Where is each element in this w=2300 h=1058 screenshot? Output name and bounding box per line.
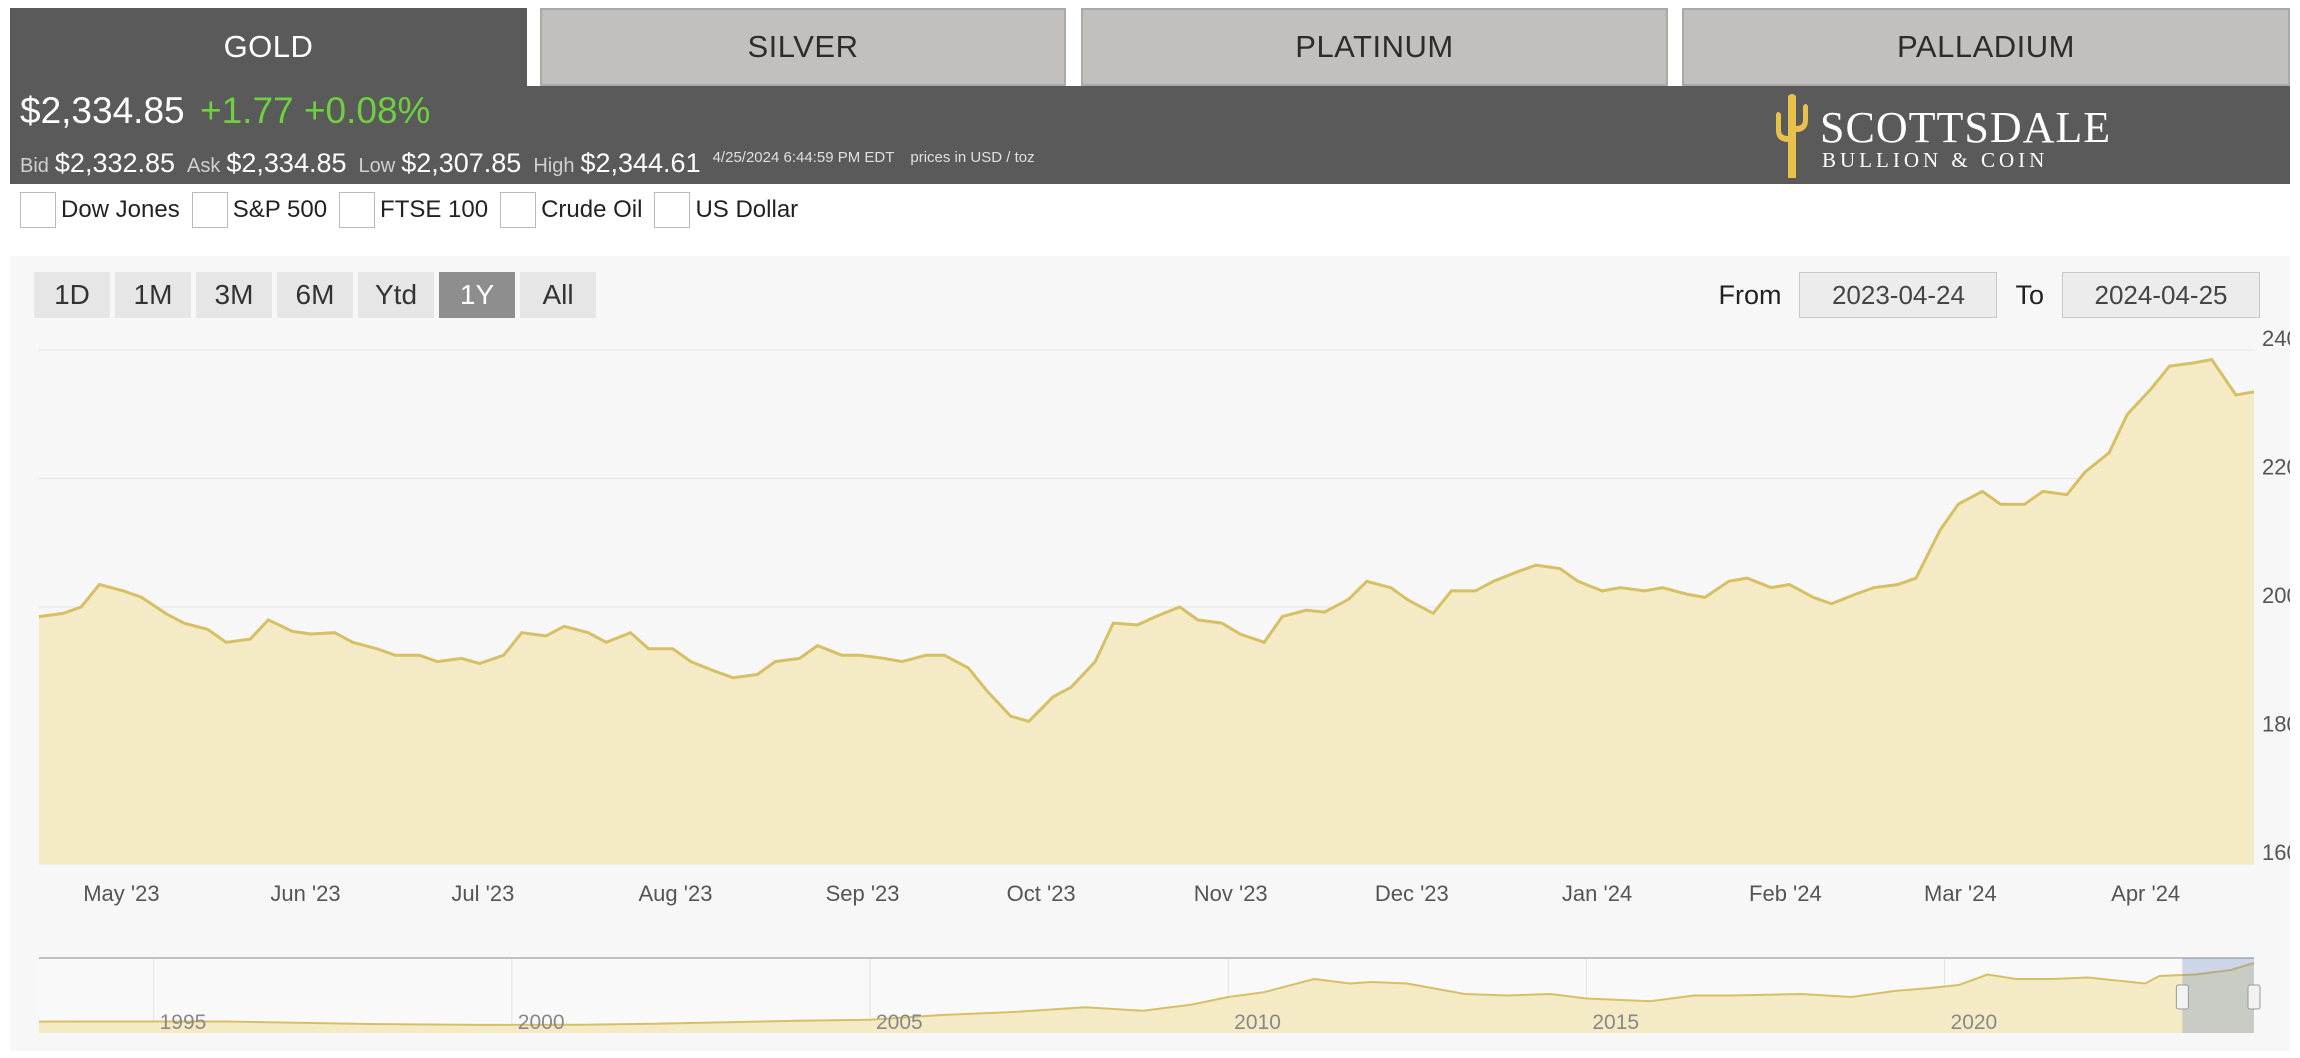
tab-gold[interactable]: GOLD — [10, 8, 527, 86]
y-tick-label: 2400 — [2262, 326, 2290, 351]
x-tick-label: Jul '23 — [451, 881, 514, 906]
compare-us-dollar[interactable]: US Dollar — [654, 192, 798, 228]
cactus-icon — [1776, 94, 1808, 178]
logo-text-primary: SCOTTSDALE — [1820, 103, 2112, 152]
compare-dow-jones[interactable]: Dow Jones — [20, 192, 180, 228]
navigator-tick-label: 2005 — [876, 1011, 923, 1034]
ask-label: Ask — [187, 155, 221, 177]
x-axis-labels: May '23 Jun '23 Jul '23 Aug '23 Sep '23 Oct '… — [83, 881, 2180, 906]
price-units: prices in USD / toz — [910, 149, 1035, 166]
x-tick-label: Mar '24 — [1924, 881, 1997, 906]
navigator-selection[interactable] — [2182, 958, 2254, 1033]
quote-timestamp: 4/25/2024 6:44:59 PM EDT — [712, 149, 895, 166]
compare-label: S&P 500 — [232, 196, 328, 223]
tab-palladium[interactable]: PALLADIUM — [1682, 8, 2290, 86]
navigator-tick-label: 2015 — [1592, 1011, 1639, 1034]
to-date-input[interactable] — [2062, 272, 2260, 318]
low-value: $2,307.85 — [401, 148, 522, 178]
from-date-input[interactable] — [1799, 272, 1998, 318]
compare-crude-oil[interactable]: Crude Oil — [500, 192, 642, 228]
navigator-tick-label: 2020 — [1951, 1011, 1998, 1034]
compare-label: Crude Oil — [541, 196, 643, 223]
range-ytd-button[interactable]: Ytd — [358, 272, 434, 318]
from-label: From — [1718, 279, 1782, 310]
quote-details: Bid $2,332.85 Ask $2,334.85 Low $2,307.8… — [20, 148, 1051, 179]
metal-tabs: GOLD SILVER PLATINUM PALLADIUM — [10, 8, 2290, 86]
range-1m-button[interactable]: 1M — [115, 272, 191, 318]
range-all-button[interactable]: All — [520, 272, 596, 318]
logo-text-secondary: BULLION & COIN — [1822, 148, 2049, 172]
compare-sp500[interactable]: S&P 500 — [191, 192, 328, 228]
x-tick-label: Jun '23 — [270, 881, 340, 906]
checkbox[interactable] — [339, 192, 376, 228]
quote-bar: $2,334.85 +1.77 +0.08% Bid $2,332.85 Ask… — [10, 86, 2290, 184]
x-tick-label: Sep '23 — [826, 881, 900, 906]
range-6m-button[interactable]: 6M — [277, 272, 353, 318]
compare-ftse100[interactable]: FTSE 100 — [339, 192, 488, 228]
navigator-line — [38, 962, 2255, 1026]
price-change: +1.77 +0.08% — [200, 90, 431, 131]
x-tick-label: May '23 — [83, 881, 159, 906]
bid-value: $2,332.85 — [54, 148, 176, 178]
y-axis-labels: 1600 1800 2000 2200 2400 — [2262, 326, 2290, 865]
price-area — [39, 359, 2254, 864]
compare-label: Dow Jones — [61, 196, 180, 223]
compare-label: US Dollar — [695, 196, 799, 223]
bid-label: Bid — [20, 155, 49, 177]
compare-options: Dow Jones S&P 500 FTSE 100 Crude Oil US … — [20, 192, 810, 228]
checkbox[interactable] — [20, 192, 56, 228]
navigator-area — [39, 963, 2254, 1033]
date-range: From To — [1700, 272, 2260, 318]
y-tick-label: 2200 — [2262, 455, 2290, 480]
navigator-handle[interactable] — [2175, 984, 2189, 1010]
navigator[interactable]: 1995 2000 2005 2010 2015 2020 — [38, 957, 2261, 1034]
x-tick-label: Dec '23 — [1375, 881, 1449, 906]
navigator-handle[interactable] — [2247, 984, 2261, 1010]
range-selector: 1D 1M 3M 6M Ytd 1Y All — [34, 272, 601, 318]
current-price: $2,334.85 — [20, 90, 185, 131]
navigator-tick-label: 1995 — [160, 1011, 207, 1034]
price-line — [38, 357, 2255, 724]
high-label: High — [533, 155, 575, 177]
navigator-tick-label: 2010 — [1234, 1011, 1281, 1034]
ask-value: $2,334.85 — [226, 148, 347, 178]
checkbox[interactable] — [191, 192, 228, 228]
scottsdale-logo[interactable]: SCOTTSDALE BULLION & COIN — [1768, 92, 2110, 182]
y-tick-label: 2000 — [2262, 583, 2290, 608]
range-1y-button[interactable]: 1Y — [439, 272, 515, 318]
high-value: $2,344.61 — [580, 148, 701, 178]
checkbox[interactable] — [654, 192, 691, 228]
y-tick-label: 1800 — [2262, 712, 2290, 737]
range-3m-button[interactable]: 3M — [196, 272, 272, 318]
x-tick-label: Oct '23 — [1007, 881, 1076, 906]
price-chart[interactable]: 1600 1800 2000 2200 2400 May '23 Jun '23 Jul '… — [10, 256, 2290, 1051]
to-label: To — [2015, 279, 2044, 310]
x-tick-label: Aug '23 — [639, 881, 713, 906]
x-tick-label: Apr '24 — [2111, 881, 2180, 906]
navigator-tick-label: 2000 — [518, 1011, 565, 1034]
compare-label: FTSE 100 — [380, 196, 489, 223]
y-tick-label: 1600 — [2262, 840, 2290, 865]
low-label: Low — [358, 155, 396, 177]
tab-silver[interactable]: SILVER — [540, 8, 1066, 86]
tab-platinum[interactable]: PLATINUM — [1081, 8, 1668, 86]
x-tick-label: Nov '23 — [1194, 881, 1268, 906]
x-tick-label: Feb '24 — [1749, 881, 1822, 906]
chart-panel: 1D 1M 3M 6M Ytd 1Y All From To 1600 1800 2… — [10, 256, 2290, 1051]
checkbox[interactable] — [500, 192, 537, 228]
x-tick-label: Jan '24 — [1562, 881, 1632, 906]
range-1d-button[interactable]: 1D — [34, 272, 110, 318]
